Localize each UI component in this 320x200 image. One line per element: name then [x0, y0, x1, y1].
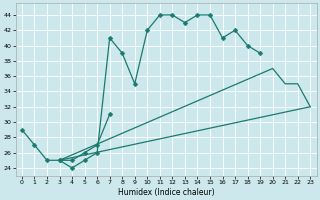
X-axis label: Humidex (Indice chaleur): Humidex (Indice chaleur) [118, 188, 214, 197]
